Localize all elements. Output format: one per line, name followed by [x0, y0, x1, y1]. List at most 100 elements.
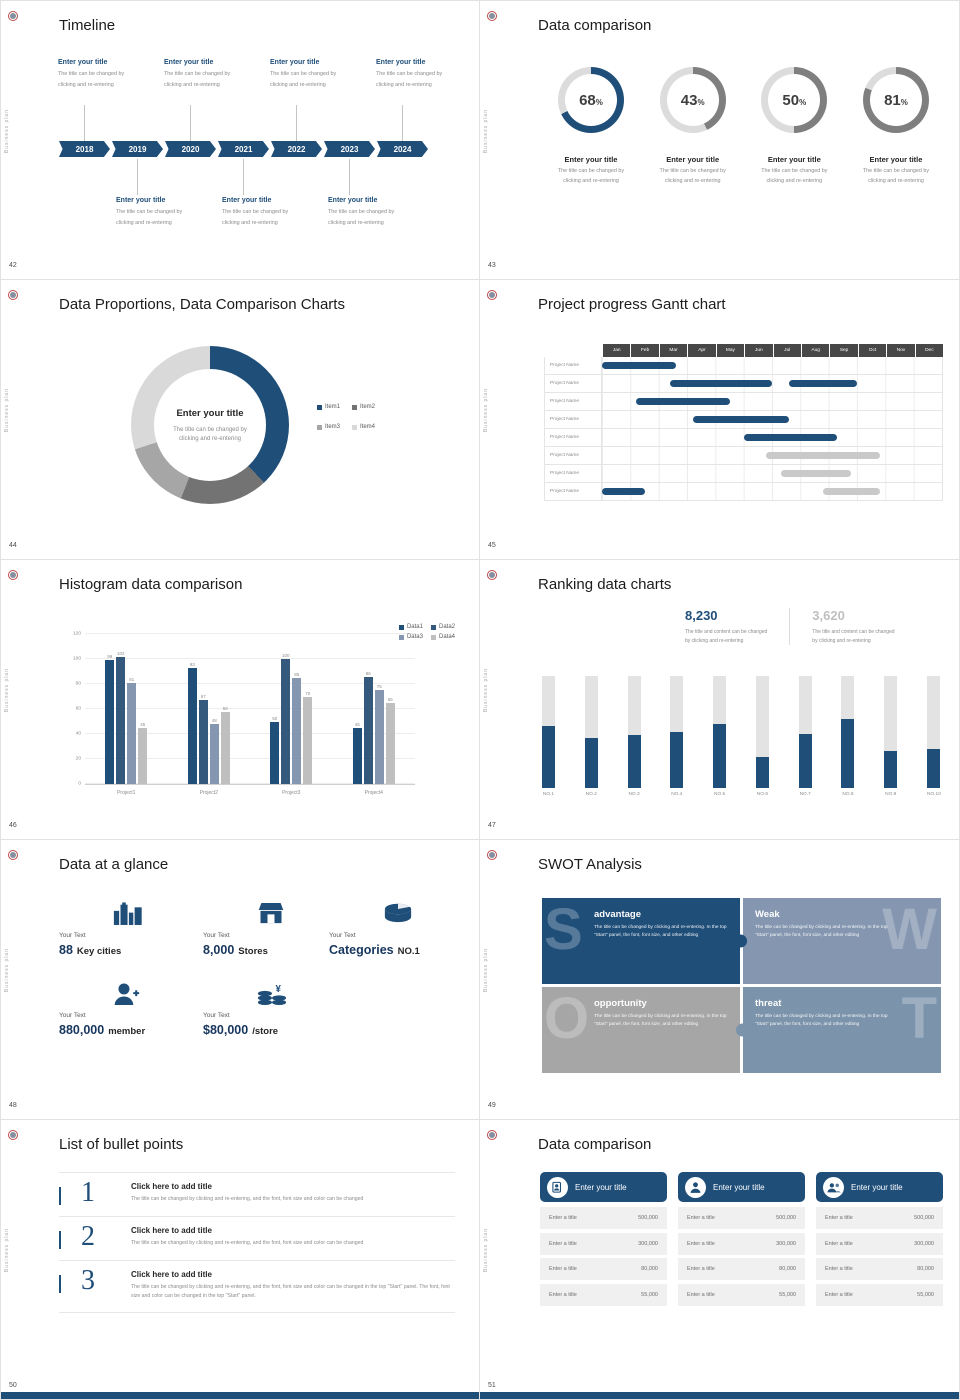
ranking-bar[interactable]	[755, 756, 769, 788]
card-row-label: Enter a title	[549, 1266, 577, 1272]
gantt-row: Project Name	[544, 465, 943, 483]
bar[interactable]	[198, 700, 208, 784]
timeline-entry: Enter your title The title can be changed…	[58, 59, 154, 88]
member-icon	[113, 982, 140, 1011]
legend-label: Data4	[438, 634, 455, 640]
gantt-bar[interactable]	[602, 362, 676, 369]
bar[interactable]	[105, 660, 115, 784]
bar[interactable]	[292, 677, 302, 784]
gantt-bar[interactable]	[823, 488, 880, 495]
slide-44-data-proportions[interactable]: Business plan Data Proportions, Data Com…	[0, 280, 480, 560]
bar[interactable]	[352, 727, 362, 784]
timeline-year-2024[interactable]: 2024	[377, 141, 428, 157]
timeline-year-2019[interactable]: 2019	[112, 141, 163, 157]
slide-47-ranking[interactable]: Business plan Ranking data charts 8,230 T…	[480, 560, 960, 840]
gantt-month-may: May	[715, 344, 745, 357]
donut-chart[interactable]: 50%	[761, 67, 828, 133]
card-row-value: 500,000	[776, 1215, 796, 1221]
gantt-bar[interactable]	[766, 452, 880, 459]
ranking-column: NO.4	[670, 676, 684, 797]
slide-title: List of bullet points	[59, 1136, 184, 1153]
timeline-year-2018[interactable]: 2018	[59, 141, 110, 157]
data-card[interactable]: Enter your title Enter a title 500,000 Ente…	[678, 1172, 805, 1309]
bar-value-label: 99	[107, 654, 113, 660]
ranking-bar[interactable]	[798, 734, 812, 788]
legend-swatch	[317, 404, 322, 410]
brand-logo-icon	[487, 570, 497, 580]
gantt-bar[interactable]	[780, 470, 852, 477]
bar[interactable]	[303, 696, 313, 784]
gantt-bar[interactable]	[743, 434, 838, 441]
donut-chart[interactable]: 43%	[659, 67, 726, 133]
donut-chart[interactable]: 81%	[862, 67, 929, 133]
bar[interactable]	[127, 682, 137, 784]
bar[interactable]	[374, 690, 384, 784]
bar[interactable]	[385, 702, 395, 784]
slide-50-bullet-points[interactable]: Business plan List of bullet points 1 Cli…	[0, 1120, 480, 1400]
gantt-bar[interactable]	[692, 416, 789, 423]
data-card[interactable]: Enter your title Enter a title 500,000 Ente…	[816, 1172, 943, 1309]
gantt-bar[interactable]	[789, 380, 857, 387]
ranking-bar-track	[713, 676, 727, 788]
donut-chart[interactable]: Enter your title The title can be changed…	[131, 346, 289, 504]
list-item[interactable]: 3 Click here to add title The title can be…	[59, 1259, 455, 1314]
ranking-bar[interactable]	[927, 748, 941, 788]
donut-entry-desc: The title can be changed by	[862, 168, 930, 174]
bullet-text: Click here to add title The title can be …	[131, 1270, 455, 1301]
bar[interactable]	[281, 659, 291, 784]
timeline-year-2020[interactable]: 2020	[165, 141, 216, 157]
legend-label: Item1	[325, 404, 341, 410]
ranking-column: NO.5	[713, 676, 727, 797]
timeline-year-2021[interactable]: 2021	[218, 141, 269, 157]
bar[interactable]	[116, 656, 126, 784]
legend-item: Item2	[352, 404, 375, 410]
ranking-bar[interactable]	[713, 724, 727, 788]
swot-quadrant-weak[interactable]: W Weak The title can be changed by clickin…	[743, 897, 941, 984]
timeline-entry: Enter your title The title can be changed…	[164, 59, 260, 88]
bar[interactable]	[209, 724, 219, 784]
list-item[interactable]: 1 Click here to add title The title can be…	[59, 1172, 455, 1216]
y-tick-label: 120	[72, 631, 81, 637]
gantt-row: Project Name	[544, 375, 943, 393]
gantt-row-label: Project Name	[544, 375, 602, 393]
ranking-bar[interactable]	[584, 737, 598, 788]
x-category-label: Project1	[117, 790, 136, 796]
ranking-bar[interactable]	[627, 735, 641, 788]
bar[interactable]	[187, 667, 197, 784]
ranking-bar[interactable]	[884, 751, 898, 788]
slide-48-data-at-a-glance[interactable]: Business plan Data at a glance Your Text…	[0, 840, 480, 1120]
gantt-bar[interactable]	[602, 488, 645, 495]
donut-entry-title: Enter your title	[869, 155, 923, 164]
card-row-label: Enter a title	[687, 1240, 715, 1247]
list-item[interactable]: 2 Click here to add title The title can be…	[59, 1215, 455, 1260]
timeline-entry: Enter your title The title can be changed…	[116, 197, 212, 226]
ranking-chart: 8,230 The title and content can be change…	[480, 560, 959, 839]
slide-46-histogram[interactable]: Business plan Histogram data comparison …	[0, 560, 480, 840]
bar[interactable]	[220, 711, 230, 784]
bar-wrap: 70	[303, 634, 313, 784]
timeline-year-2022[interactable]: 2022	[271, 141, 322, 157]
gantt-bar[interactable]	[670, 380, 772, 387]
slide-43-data-comparison[interactable]: Business plan Data comparison 68% Enter y…	[480, 0, 960, 280]
slide-51-data-comparison-cards[interactable]: Business plan Data comparison Enter your…	[480, 1120, 960, 1400]
bar[interactable]	[138, 727, 148, 784]
card-row-label: Enter a title	[549, 1291, 577, 1298]
gantt-bar[interactable]	[636, 398, 730, 405]
slide-42-timeline[interactable]: Business plan Timeline 2018 2019 2020 2021 2…	[0, 0, 480, 280]
glance-item: Your Text 88 Key cities	[59, 902, 199, 957]
page-number: 43	[488, 262, 496, 269]
bullet-desc: The title can be changed by clicking and…	[131, 1196, 364, 1202]
slide-45-gantt[interactable]: Business plan Project progress Gantt cha…	[480, 280, 960, 560]
bar[interactable]	[363, 676, 373, 784]
ranking-bar[interactable]	[670, 732, 684, 788]
ranking-bar[interactable]	[841, 718, 855, 788]
data-card[interactable]: Enter your title Enter a title 500,000 Ente…	[540, 1172, 667, 1309]
bar[interactable]	[270, 721, 280, 784]
ranking-bar[interactable]	[542, 726, 555, 788]
donut-chart[interactable]: 68%	[558, 67, 624, 133]
timeline-year-2023[interactable]: 2023	[324, 141, 375, 157]
